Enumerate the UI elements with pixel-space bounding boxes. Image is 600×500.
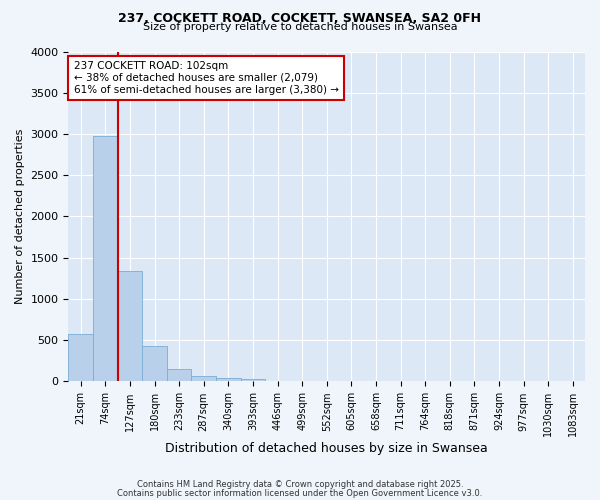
Y-axis label: Number of detached properties: Number of detached properties (15, 129, 25, 304)
Bar (191, 376, 216, 382)
X-axis label: Distribution of detached houses by size in Swansea: Distribution of detached houses by size … (166, 442, 488, 455)
Bar (93, 136, 118, 382)
Text: Size of property relative to detached houses in Swansea: Size of property relative to detached ho… (143, 22, 457, 32)
Text: Contains public sector information licensed under the Open Government Licence v3: Contains public sector information licen… (118, 489, 482, 498)
Text: 237 COCKETT ROAD: 102sqm
← 38% of detached houses are smaller (2,079)
61% of sem: 237 COCKETT ROAD: 102sqm ← 38% of detach… (74, 62, 338, 94)
Bar (241, 378, 265, 382)
Bar (142, 346, 167, 382)
Bar (118, 271, 142, 382)
Text: 237, COCKETT ROAD, COCKETT, SWANSEA, SA2 0FH: 237, COCKETT ROAD, COCKETT, SWANSEA, SA2… (119, 12, 482, 26)
Bar (216, 378, 241, 382)
Bar (167, 369, 191, 382)
Bar (68, 334, 93, 382)
Text: Contains HM Land Registry data © Crown copyright and database right 2025.: Contains HM Land Registry data © Crown c… (137, 480, 463, 489)
